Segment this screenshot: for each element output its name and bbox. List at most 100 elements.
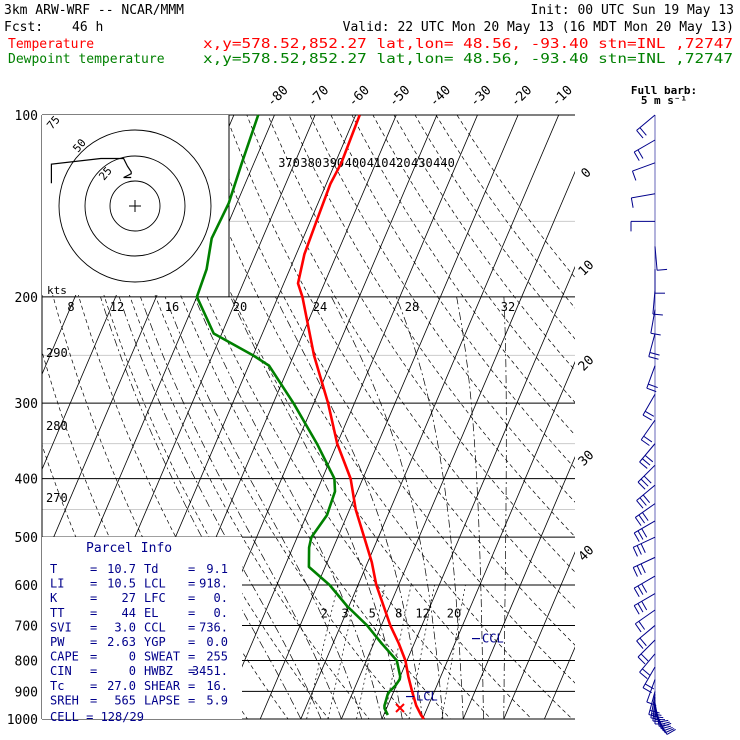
hodograph-speed-tick: 20 <box>233 300 247 314</box>
parcel-key: TT <box>50 606 64 620</box>
barb-staff <box>633 536 656 548</box>
barb-staff <box>632 162 656 172</box>
barb-feather <box>664 728 675 734</box>
barb-staff <box>635 503 656 518</box>
isotherm-label: -40 <box>427 83 454 110</box>
parcel-value: 565 <box>114 693 136 707</box>
barb-feather <box>666 729 676 735</box>
theta-label: 410 <box>367 156 389 170</box>
parcel-row: LI = 10.5 LCL = 918. <box>50 577 228 591</box>
annotation-label: CCL <box>482 632 504 646</box>
parcel-value: 0. <box>214 591 228 605</box>
barb-feather <box>650 717 661 721</box>
parcel-value: 3.0 <box>114 620 136 634</box>
dry-adiabat <box>351 115 575 436</box>
barb-feather <box>639 497 647 506</box>
barb-feather <box>638 514 646 524</box>
dewpoint-station-info: x,y=578.52,852.27 lat,lon= 48.56, -93.40… <box>203 52 733 67</box>
parcel-key: T <box>50 562 57 576</box>
parcel-eq: = <box>90 679 97 693</box>
isotherm <box>462 456 575 719</box>
barb-feather <box>663 726 673 732</box>
wind-barb <box>632 556 656 577</box>
barb-staff <box>633 139 656 153</box>
isotherm-label: -30 <box>467 83 494 110</box>
barb-feather <box>648 383 658 389</box>
barb-feather <box>630 197 634 208</box>
theta-label: 440 <box>433 156 455 170</box>
wind-barb <box>633 520 656 542</box>
parcel-eq: = <box>90 635 97 649</box>
isotherm <box>219 115 478 719</box>
barb-staff <box>636 484 656 501</box>
parcel-key: YGP <box>144 635 166 649</box>
barb-feather <box>648 714 659 718</box>
dry-adiabat <box>204 115 575 684</box>
dry-adiabat <box>372 115 575 403</box>
dry-adiabat <box>57 115 330 719</box>
dry-adiabat <box>330 115 575 469</box>
theta-label: 400 <box>345 156 367 170</box>
parcel-key: Td <box>144 562 158 576</box>
hodograph-ring <box>58 129 212 283</box>
barb-feather <box>637 585 644 595</box>
isotherm <box>341 170 575 719</box>
annotation-ccl: CCL <box>472 632 504 646</box>
barb-feather <box>642 458 651 466</box>
wind-barb <box>634 609 656 633</box>
parcel-eq: = <box>90 591 97 605</box>
parcel-value: 736. <box>199 620 228 634</box>
parcel-eq: = <box>188 693 195 707</box>
annotation-lcl: LCL <box>406 690 438 704</box>
barb-feather <box>633 532 640 542</box>
barb-feather <box>634 623 642 633</box>
barb-feather <box>644 683 655 690</box>
pressure-label-200: 200 <box>15 291 38 306</box>
pressure-label-900: 900 <box>15 685 38 700</box>
theta-label-lower: 280 <box>46 419 68 433</box>
barb-feather <box>644 410 655 417</box>
barb-feather <box>642 512 649 521</box>
wind-barb <box>650 694 662 721</box>
barb-scale-units: 5 m s⁻¹ <box>641 94 687 107</box>
parcel-key: CAPE <box>50 650 79 664</box>
parcel-value: 27 <box>122 591 136 605</box>
parcel-info-box: Parcel Info T = 10.7 Td = 9.1LI = 10.5 LCL = 918.K… <box>42 537 242 724</box>
parcel-value: 10.5 <box>107 577 136 591</box>
barb-feather <box>637 530 644 540</box>
isotherm <box>259 115 519 719</box>
annotation-label: LCL <box>416 690 438 704</box>
barb-staff <box>635 609 656 625</box>
wind-barb <box>652 290 663 316</box>
isotherm-label: 40 <box>576 543 598 565</box>
wind-barb <box>639 653 656 680</box>
barb-staff <box>636 114 656 131</box>
dry-adiabat <box>225 115 575 646</box>
barb-feather <box>631 170 637 181</box>
dry-adiabat <box>288 115 575 538</box>
wind-barb <box>654 246 668 271</box>
wind-barb <box>633 575 656 598</box>
barb-feather <box>641 528 648 538</box>
parcel-eq: = <box>188 679 195 693</box>
temperature-profile <box>296 114 425 720</box>
barb-feather <box>643 475 652 484</box>
barb-scale-title: Full barb: <box>631 84 697 97</box>
parcel-value: 9.1 <box>206 562 228 576</box>
dry-adiabat <box>435 115 575 309</box>
wind-barb <box>654 269 665 294</box>
pressure-label-300: 300 <box>15 397 38 412</box>
barb-feather <box>652 313 663 316</box>
parcel-cell: CELL = 128/29 <box>50 710 144 724</box>
isotherm-label: -10 <box>549 83 576 110</box>
valid-time: Valid: 22 UTC Mon 20 May 13 (16 MDT Mon … <box>343 20 734 35</box>
barb-feather <box>639 637 647 647</box>
barb-staff <box>637 464 656 483</box>
moist-adiabat <box>275 296 423 719</box>
model-title: 3km ARW-WRF -- NCAR/MMM <box>4 3 184 18</box>
barb-feather <box>639 671 648 680</box>
barb-staff <box>633 520 656 534</box>
parcel-eq: = <box>90 577 97 591</box>
hodograph-speed-tick: 8 <box>67 300 74 314</box>
